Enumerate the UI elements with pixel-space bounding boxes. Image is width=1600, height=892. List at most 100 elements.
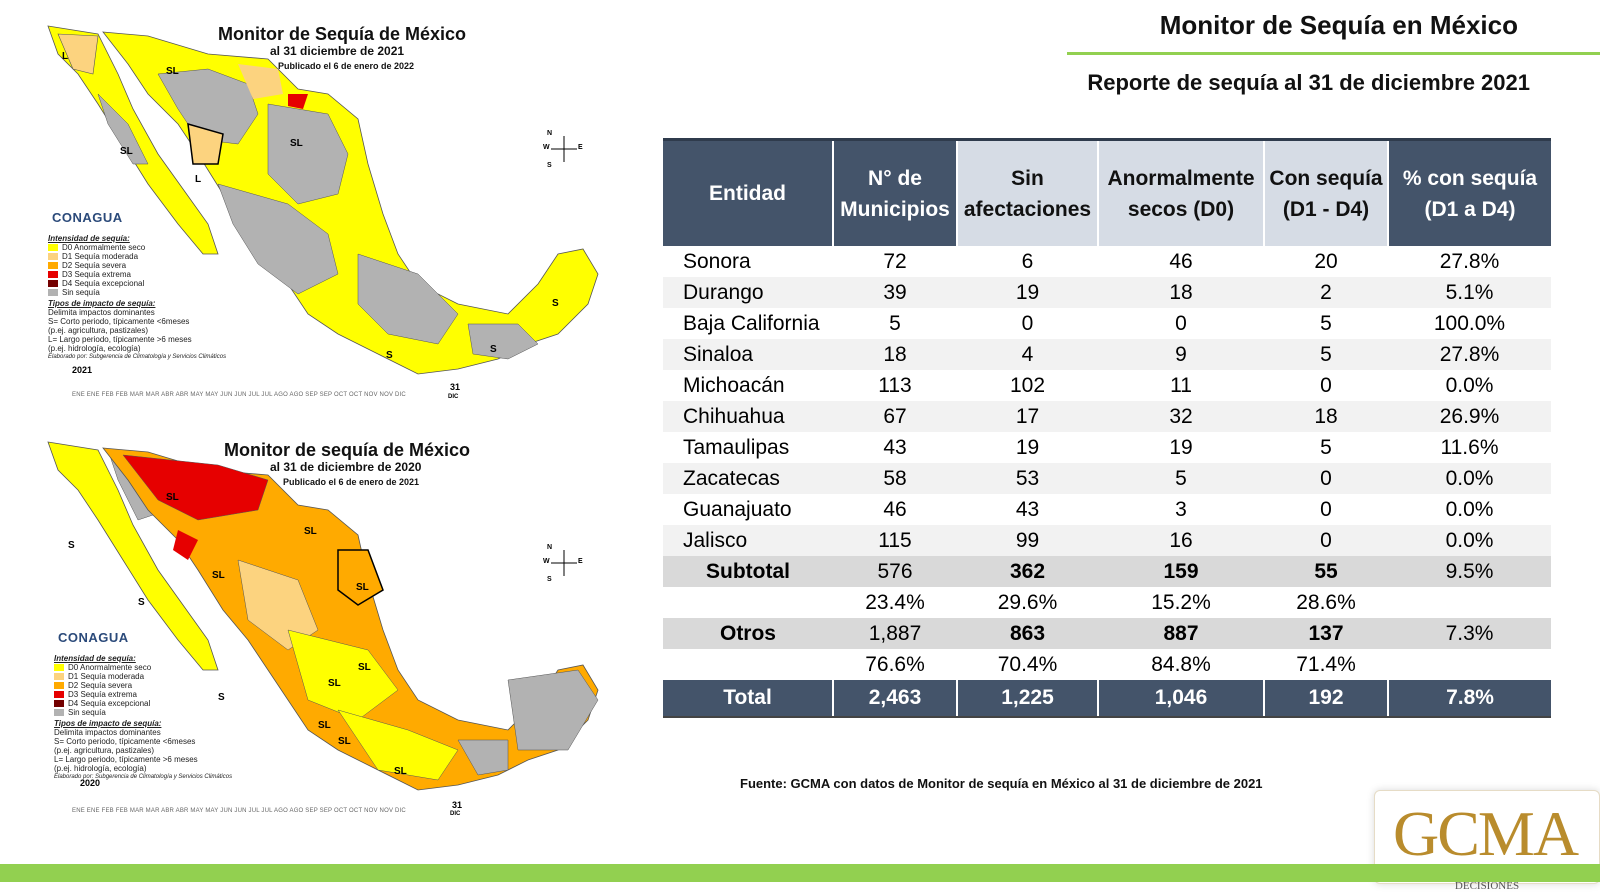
table-header-row: Entidad N° de Municipios Sin afectaciones … xyxy=(663,139,1551,246)
table-cell: 5 xyxy=(1320,311,1332,335)
conagua-logo-2021: CONAGUA xyxy=(52,210,123,225)
table-cell: 16 xyxy=(1098,525,1264,556)
table-row: Michoacán 113 102 11 0 0.0% xyxy=(663,370,1551,401)
row-label: Otros xyxy=(663,618,833,649)
compass-rose-2020 xyxy=(551,550,577,576)
legend-item: D0 Anormalmente seco xyxy=(48,243,226,252)
table-row: Tamaulipas 43 19 19 5 11.6% xyxy=(663,432,1551,463)
legend-impact-line: Delimita impactos dominantes xyxy=(48,308,155,317)
table-cell: 84.8% xyxy=(1151,652,1211,676)
table-cell: 99 xyxy=(957,525,1098,556)
drought-map-2020: SL SL S SL SL S S SL SL SL SL SL Monitor… xyxy=(38,430,613,832)
table-cell: 19 xyxy=(1015,435,1040,459)
row-label xyxy=(663,587,833,618)
compass-s-2020: S xyxy=(547,576,552,583)
map-subtitle-2020: al 31 de diciembre de 2020 xyxy=(270,460,422,474)
timeline-months-2021: ENE ENE FEB FEB MAR MAR ABR ABR MAY MAY … xyxy=(72,392,406,398)
map-year-2020: 2020 xyxy=(80,778,101,788)
legend-item: D4 Sequía excepcional xyxy=(48,279,226,288)
table-cell xyxy=(1388,649,1551,680)
row-label: Jalisco xyxy=(663,525,833,556)
table-cell: 18 xyxy=(1264,401,1388,432)
row-label: Tamaulipas xyxy=(683,435,790,459)
legend-item: D3 Sequía extrema xyxy=(54,690,232,699)
legend-label: Sin sequía xyxy=(68,708,106,717)
row-label: Guanajuato xyxy=(683,497,792,521)
table-cell: 29.6% xyxy=(997,590,1058,614)
compass-rose-2021 xyxy=(551,136,577,162)
map-graphic-2021: L SL SL SL L S S S xyxy=(47,25,599,375)
legend-swatch xyxy=(54,709,64,716)
legend-swatch xyxy=(48,244,58,251)
row-label xyxy=(663,649,833,680)
table-cell: 192 xyxy=(1264,680,1389,716)
legend-intensity-title: Intensidad de sequía: xyxy=(48,234,130,243)
legend-swatch xyxy=(54,700,64,707)
svg-text:S: S xyxy=(552,298,559,309)
table-cell: 53 xyxy=(957,463,1098,494)
page-subtitle: Reporte de sequía al 31 de diciembre 202… xyxy=(1087,70,1530,95)
table-cell: 576 xyxy=(833,556,957,587)
svg-text:L: L xyxy=(195,174,201,185)
table-cell: 27.8% xyxy=(1439,249,1500,273)
svg-text:S: S xyxy=(490,344,497,355)
compass-s: S xyxy=(547,162,552,169)
svg-text:SL: SL xyxy=(120,146,133,157)
table-cell: 0 xyxy=(1175,311,1187,335)
table-cell: 4 xyxy=(957,339,1098,370)
svg-text:S: S xyxy=(386,350,393,361)
col-header-municipios: N° de Municipios xyxy=(833,139,958,246)
row-label: Michoacán xyxy=(683,373,785,397)
table-row: Sinaloa 18 4 9 5 27.8% xyxy=(663,339,1551,370)
map-graphic-2020: SL SL S SL SL S S SL SL SL SL SL xyxy=(47,441,599,791)
table-cell: 362 xyxy=(957,556,1098,587)
table-cell: 9.5% xyxy=(1388,556,1551,587)
table-cell: 15.2% xyxy=(1151,590,1211,614)
svg-text:SL: SL xyxy=(328,678,341,689)
legend-label: D1 Sequía moderada xyxy=(62,252,139,261)
table-cell: 102 xyxy=(1009,373,1046,397)
table-cell: 70.4% xyxy=(997,652,1058,676)
col-header-anormalmente-secos: Anormalmente secos (D0) xyxy=(1098,139,1265,246)
legend-impact-line: S= Corto periodo, típicamente <6meses xyxy=(54,737,196,746)
legend-credit: Elaborado por: Subgerencia de Climatolog… xyxy=(48,354,227,360)
legend-impact-title: Tipos de impacto de sequía: xyxy=(48,299,156,308)
table-cell: 46 xyxy=(1169,249,1193,273)
row-label: Zacatecas xyxy=(663,463,833,494)
row-label: Sonora xyxy=(683,249,751,273)
svg-text:SL: SL xyxy=(358,662,371,673)
drought-map-2021: L SL SL SL L S S S Monitor de Sequía de … xyxy=(38,14,613,416)
legend-item: Sin sequía xyxy=(54,708,232,717)
legend-label: D4 Sequía excepcional xyxy=(62,279,145,288)
compass-e: E xyxy=(578,144,583,151)
table-cell: 23.4% xyxy=(865,590,925,614)
table-cell: 0.0% xyxy=(1388,525,1551,556)
svg-text:SL: SL xyxy=(166,66,179,77)
total-row: Total 2,463 1,225 1,046 192 7.8% xyxy=(663,680,1551,716)
legend-impact-line: S= Corto periodo, típicamente <6meses xyxy=(48,317,190,326)
table-cell: 5.1% xyxy=(1388,277,1551,308)
table-cell: 6 xyxy=(1021,249,1034,273)
timeline-end-month-2021: DIC xyxy=(448,394,459,400)
legend-impact-title: Tipos de impacto de sequía: xyxy=(54,719,162,728)
col-header-sin-afectaciones: Sin afectaciones xyxy=(957,139,1099,246)
map-title-2021: Monitor de Sequía de México xyxy=(218,24,467,44)
legend-swatch xyxy=(54,673,64,680)
table-cell: 26.9% xyxy=(1388,401,1551,432)
table-cell: 0.0% xyxy=(1388,463,1551,494)
row-label: Sinaloa xyxy=(663,339,833,370)
legend-item: D1 Sequía moderada xyxy=(48,252,226,261)
row-label: Durango xyxy=(663,277,833,308)
table-cell: 7.8% xyxy=(1388,680,1551,716)
table-cell: 27.8% xyxy=(1388,339,1551,370)
table-cell: 39 xyxy=(833,277,957,308)
legend-label: D2 Sequía severa xyxy=(68,681,133,690)
legend-label: D3 Sequía extrema xyxy=(62,270,131,279)
table-cell: 9 xyxy=(1098,339,1264,370)
legend-label: D2 Sequía severa xyxy=(62,261,127,270)
table-cell: 115 xyxy=(833,525,957,556)
map-published-2021: Publicado el 6 de enero de 2022 xyxy=(278,61,415,71)
timeline-end-day-2021: 31 xyxy=(450,382,461,392)
legend-label: D0 Anormalmente seco xyxy=(68,663,152,672)
table-cell: 159 xyxy=(1098,556,1264,587)
